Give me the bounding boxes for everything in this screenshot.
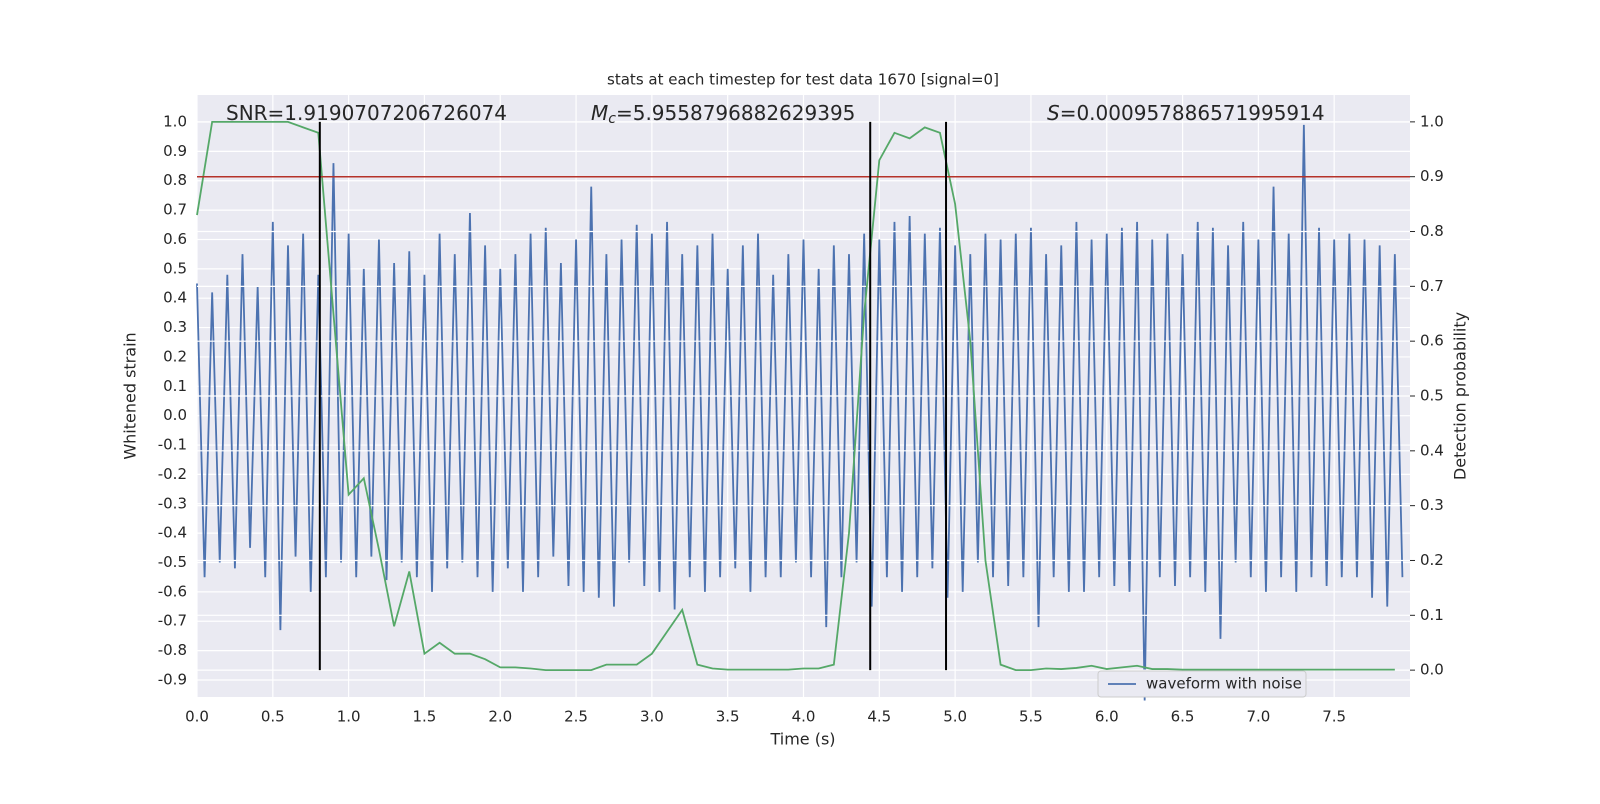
y-tick-label: -0.8 xyxy=(158,641,187,659)
y-tick-label: 0.7 xyxy=(163,201,187,219)
x-tick-label: 3.5 xyxy=(716,708,740,726)
annotation-symbol: S xyxy=(1047,101,1060,125)
y-tick-label: 1.0 xyxy=(163,113,187,131)
y-tick-label: -0.4 xyxy=(158,524,187,542)
y2-tick-label: 0.4 xyxy=(1420,441,1444,459)
chart-title: stats at each timestep for test data 167… xyxy=(607,71,999,89)
x-tick-label: 2.5 xyxy=(564,708,588,726)
x-tick-label: 5.0 xyxy=(943,708,967,726)
y-tick-label: -0.6 xyxy=(158,582,187,600)
x-tick-label: 6.5 xyxy=(1171,708,1195,726)
x-tick-label: 5.5 xyxy=(1019,708,1043,726)
y-tick-label: 0.2 xyxy=(163,347,187,365)
x-tick-label: 7.5 xyxy=(1322,708,1346,726)
legend-box xyxy=(1097,670,1307,698)
annotation-text: =0.000957886571995914 xyxy=(1060,101,1325,125)
data-line xyxy=(196,124,1404,701)
data-line xyxy=(196,120,1395,672)
y2-tick-label: 1.0 xyxy=(1420,112,1444,130)
annotation-subscript: c xyxy=(608,111,616,127)
annotation-symbol: M xyxy=(591,101,608,125)
x-axis-label: Time (s) xyxy=(769,730,835,749)
y-tick-label: 0.1 xyxy=(163,377,187,395)
y-tick-label: -0.5 xyxy=(158,553,187,571)
y-tick-label: -0.2 xyxy=(158,465,187,483)
y2-tick-label: 0.2 xyxy=(1420,551,1444,569)
y-tick-label: 0.3 xyxy=(163,318,187,336)
y-tick-label: -0.7 xyxy=(158,612,187,630)
x-tick-label: 1.5 xyxy=(413,708,437,726)
x-tick-label: 4.5 xyxy=(867,708,891,726)
y2-tick-label: 0.7 xyxy=(1420,277,1444,295)
y-tick-label: 0.0 xyxy=(163,406,187,424)
y2-tick-label: 0.5 xyxy=(1420,387,1444,405)
y-axis-label: Whitened strain xyxy=(121,332,140,459)
y-tick-label: -0.1 xyxy=(158,436,187,454)
y2-tick-label: 0.3 xyxy=(1420,496,1444,514)
annotation-text: SNR=1.9190707206726074 xyxy=(226,101,507,125)
y-tick-label: 0.6 xyxy=(163,230,187,248)
x-tick-label: 1.0 xyxy=(337,708,361,726)
y2-tick-label: 0.0 xyxy=(1420,661,1444,679)
x-tick-label: 0.5 xyxy=(261,708,285,726)
y2-tick-label: 0.9 xyxy=(1420,167,1444,185)
y-tick-label: 0.5 xyxy=(163,259,187,277)
y-tick-label: 0.4 xyxy=(163,289,187,307)
y2-tick-label: 0.8 xyxy=(1420,222,1444,240)
y-tick-label: -0.9 xyxy=(158,670,187,688)
annotation: Mc=5.9558796882629395 xyxy=(591,101,855,128)
y-tick-label: 0.8 xyxy=(163,171,187,189)
x-tick-label: 6.0 xyxy=(1095,708,1119,726)
x-tick-label: 0.0 xyxy=(185,708,209,726)
y2-tick-label: 0.1 xyxy=(1420,606,1444,624)
annotation: S=0.000957886571995914 xyxy=(1047,101,1325,125)
x-tick-label: 7.0 xyxy=(1246,708,1270,726)
legend-label: waveform with noise xyxy=(1146,675,1302,693)
y-tick-label: -0.3 xyxy=(158,494,187,512)
annotation: SNR=1.9190707206726074 xyxy=(226,101,507,125)
y2-axis-label: Detection probability xyxy=(1451,312,1470,480)
annotation-text: =5.9558796882629395 xyxy=(616,101,855,125)
y-tick-label: 0.9 xyxy=(163,142,187,160)
y2-tick-label: 0.6 xyxy=(1420,332,1444,350)
x-tick-label: 2.0 xyxy=(488,708,512,726)
x-tick-label: 3.0 xyxy=(640,708,664,726)
x-tick-label: 4.0 xyxy=(792,708,816,726)
